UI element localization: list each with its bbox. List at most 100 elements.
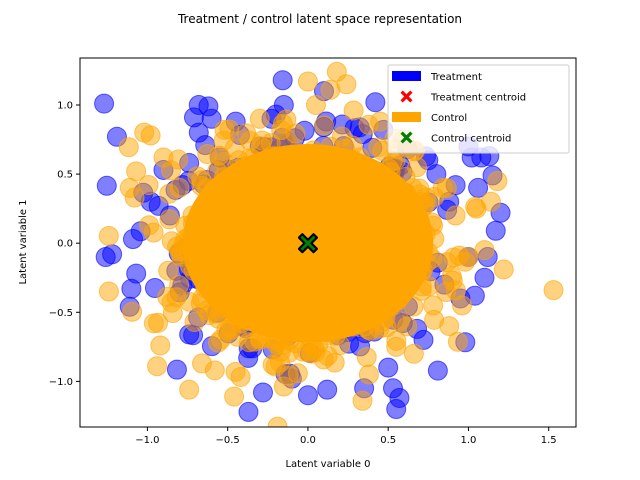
treatment-point [201,108,222,129]
control-point [389,311,410,332]
control-point [158,260,179,281]
y-tick-label: −1.0 [49,377,73,388]
control-point [118,137,139,158]
treatment-point [297,385,318,406]
plot-area [94,61,564,427]
control-point [147,356,168,377]
control-centroid-legend-label: Control centroid [431,134,511,145]
control-point [447,331,468,352]
control-point [249,108,270,129]
control-point [474,240,495,261]
control-point [356,347,377,368]
control-point [169,275,190,296]
control-point [98,281,119,302]
x-tick-label: −0.5 [216,435,240,446]
x-tick-label: 1.5 [541,435,557,446]
control-point [386,336,407,357]
chart-title: Treatment / control latent space represe… [177,12,462,26]
control-point [124,187,145,208]
control-point [493,259,514,280]
control-point [543,280,564,301]
control-point [126,161,147,182]
control-point [442,270,463,291]
control-point [436,252,457,273]
treatment-point [427,360,448,381]
control-point [432,177,453,198]
control-centroid-marker [297,233,318,254]
treatment-point [122,229,143,250]
control-point [343,100,364,121]
control-point [211,329,232,350]
control-point [336,74,357,95]
control-point [439,316,460,337]
control-point [236,123,257,144]
x-tick-label: 0.5 [380,435,396,446]
control-point [150,335,171,356]
control-centroid-legend-marker [400,131,413,144]
treatment-centroid-legend-marker [400,90,413,103]
treatment-point [96,175,117,196]
control-point [278,365,299,386]
control-point [230,366,251,387]
control-point [370,111,391,132]
control-point [153,147,174,168]
treatment-point [272,70,293,91]
control-point [197,144,218,165]
treatment-point [378,357,399,378]
x-tick-label: −1.0 [135,435,159,446]
control-point [487,171,508,191]
y-tick-label: −0.5 [49,308,73,319]
control-point [179,379,200,400]
control-legend-label: Control [431,113,467,124]
y-axis: −1.0 −0.5 0.0 0.5 1.0 [49,100,80,388]
control-point [368,137,389,158]
control-point [204,360,225,381]
treatment-legend-swatch [392,71,421,81]
treatment-point [365,92,386,113]
treatment-point [317,379,338,400]
legend: Treatment Treatment centroid Control Contro… [387,64,570,154]
control-point [262,354,283,375]
treatment-centroid-legend-label: Treatment centroid [430,93,526,104]
treatment-point [485,220,506,241]
treatment-point [126,263,147,284]
control-point [143,313,164,334]
legend-box [387,64,570,154]
control-point [305,94,326,115]
treatment-point [252,382,273,403]
control-point [423,295,444,316]
x-axis-label: Latent variable 0 [285,459,370,470]
treatment-point [386,399,407,420]
treatment-point [238,401,259,422]
control-point [313,115,334,136]
plot-frame [79,57,577,428]
treatment-legend-label: Treatment [430,72,482,83]
treatment-point [413,329,434,350]
control-point [313,349,334,370]
control-point [403,343,424,364]
treatment-point [102,244,123,265]
treatment-point [166,359,187,380]
control-point [139,215,160,236]
y-tick-label: 0.5 [57,170,73,181]
x-tick-label: 1.0 [460,435,476,446]
control-point [122,301,143,322]
x-tick-label: 0.0 [300,435,316,446]
control-point [407,157,428,178]
control-point [161,292,182,313]
treatment-point [94,93,115,114]
y-axis-label: Latent variable 1 [18,199,29,284]
control-point [480,191,501,212]
x-axis: −1.0 −0.5 0.0 0.5 1.0 1.5 [135,427,557,446]
control-point [214,119,235,140]
y-tick-label: 0.0 [57,239,73,250]
control-point [297,71,318,92]
control-point [271,120,292,141]
y-tick-label: 1.0 [57,100,73,111]
control-point [358,364,379,385]
control-point [224,386,245,407]
control-legend-swatch [392,112,421,122]
control-point [452,295,473,316]
treatment-point [474,267,495,288]
